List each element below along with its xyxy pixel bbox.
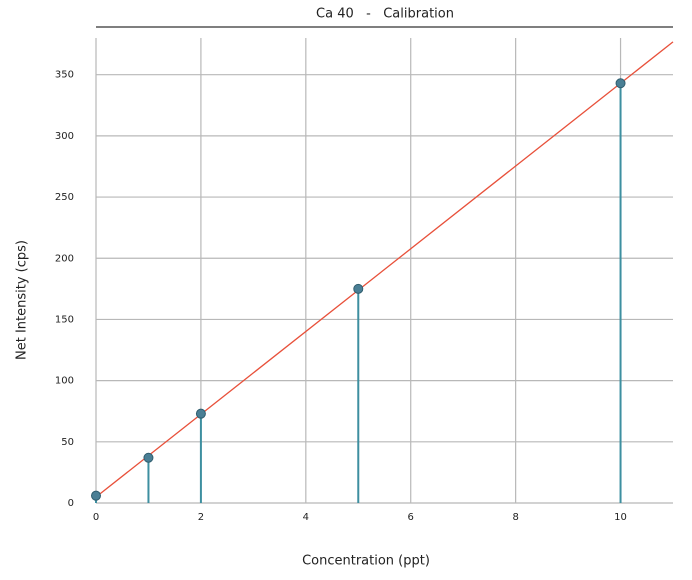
y-tick-label: 100 bbox=[55, 376, 74, 387]
point bbox=[195, 408, 206, 419]
chart-title: Ca 40 - Calibration bbox=[316, 7, 454, 22]
y-tick-label: 200 bbox=[55, 253, 74, 264]
x-tick-label: 2 bbox=[198, 512, 204, 523]
fit-line bbox=[95, 41, 674, 498]
y-tick-label: 350 bbox=[55, 70, 74, 81]
point bbox=[615, 78, 626, 89]
y-tick-label: 50 bbox=[61, 437, 74, 448]
y-axis-label: Net Intensity (cps) bbox=[15, 240, 30, 360]
point bbox=[91, 490, 101, 501]
x-tick-label: 0 bbox=[93, 512, 99, 523]
y-tick-label: 300 bbox=[55, 131, 74, 142]
y-tick-label: 0 bbox=[68, 498, 74, 509]
x-tick-label: 6 bbox=[408, 512, 414, 523]
x-axis-label: Concentration (ppt) bbox=[302, 554, 430, 569]
y-tick-label: 250 bbox=[55, 192, 74, 203]
x-tick-label: 8 bbox=[512, 512, 518, 523]
x-tick-label: 10 bbox=[614, 512, 627, 523]
point bbox=[353, 283, 364, 294]
x-tick-label: 4 bbox=[303, 512, 309, 523]
point bbox=[143, 452, 154, 463]
y-tick-label: 150 bbox=[55, 314, 74, 325]
